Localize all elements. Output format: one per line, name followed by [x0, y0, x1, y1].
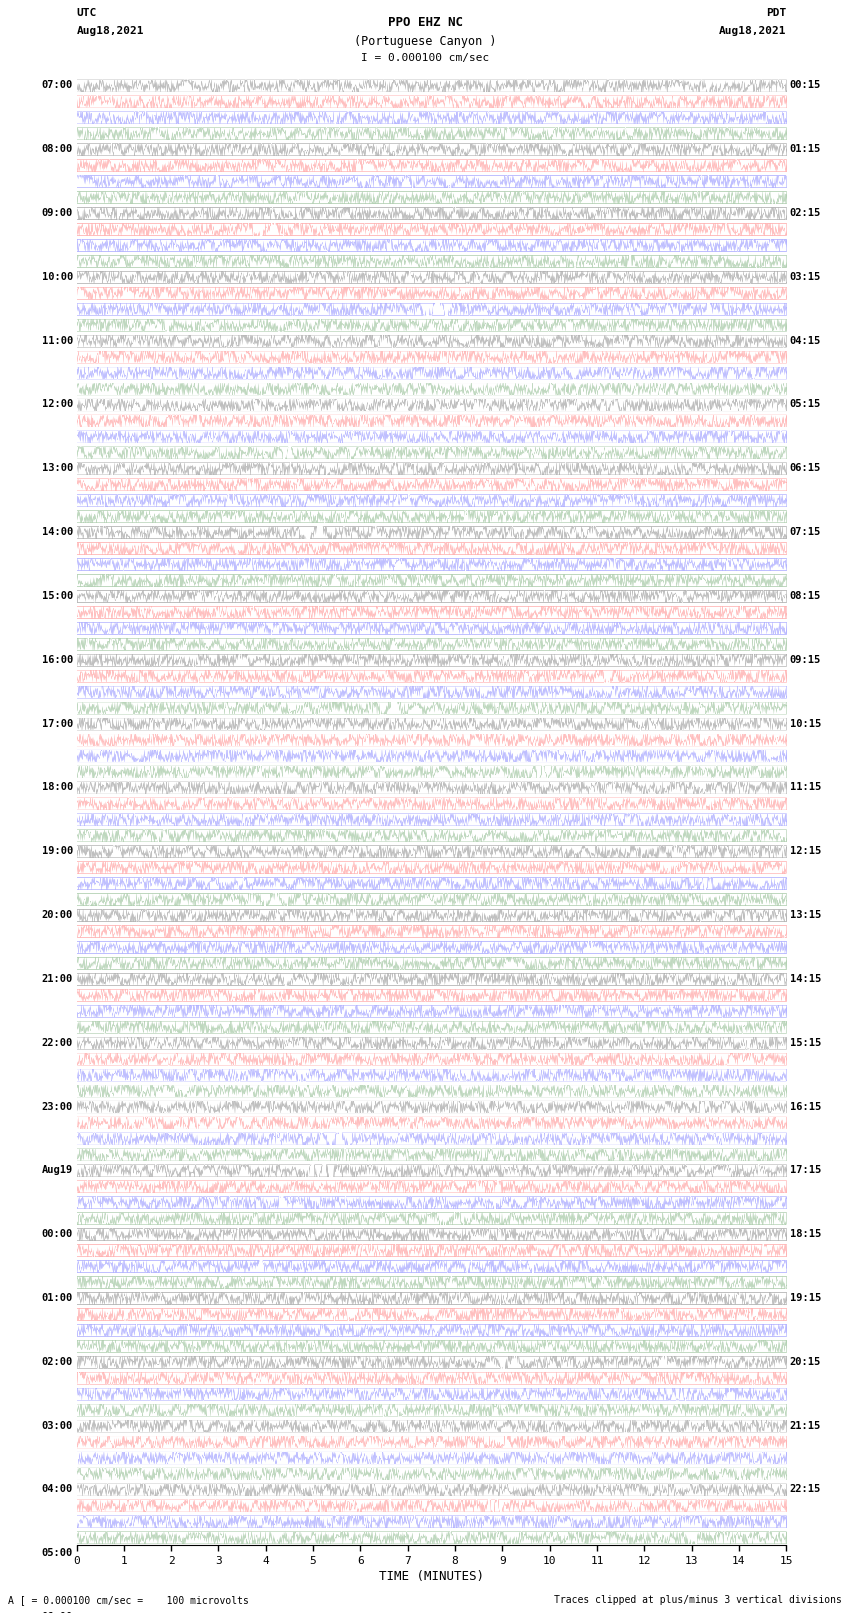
Text: 22:15: 22:15	[790, 1484, 821, 1494]
Text: 14:00: 14:00	[42, 527, 73, 537]
Text: 01:00: 01:00	[42, 1294, 73, 1303]
Text: 22:00: 22:00	[42, 1037, 73, 1048]
Text: 13:15: 13:15	[790, 910, 821, 919]
Text: 06:15: 06:15	[790, 463, 821, 473]
Text: 09:15: 09:15	[790, 655, 821, 665]
Text: Aug18,2021: Aug18,2021	[76, 26, 144, 35]
Text: 09:00: 09:00	[42, 208, 73, 218]
Text: 17:15: 17:15	[790, 1165, 821, 1176]
Text: Aug19: Aug19	[42, 1165, 73, 1176]
Text: Traces clipped at plus/minus 3 vertical divisions: Traces clipped at plus/minus 3 vertical …	[553, 1595, 842, 1605]
Text: Aug18,2021: Aug18,2021	[719, 26, 786, 35]
Text: 03:00: 03:00	[42, 1421, 73, 1431]
Text: 00:15: 00:15	[790, 81, 821, 90]
Text: 19:00: 19:00	[42, 847, 73, 857]
Text: 02:15: 02:15	[790, 208, 821, 218]
Text: 18:15: 18:15	[790, 1229, 821, 1239]
Text: I = 0.000100 cm/sec: I = 0.000100 cm/sec	[361, 53, 489, 63]
Text: 03:15: 03:15	[790, 273, 821, 282]
Text: 07:00: 07:00	[42, 81, 73, 90]
Text: 01:15: 01:15	[790, 144, 821, 155]
Text: 21:15: 21:15	[790, 1421, 821, 1431]
Text: 20:15: 20:15	[790, 1357, 821, 1366]
Text: 00:00: 00:00	[42, 1229, 73, 1239]
Text: 08:15: 08:15	[790, 590, 821, 602]
Text: 15:15: 15:15	[790, 1037, 821, 1048]
Text: UTC: UTC	[76, 8, 97, 18]
Text: 11:15: 11:15	[790, 782, 821, 792]
Text: 12:00: 12:00	[42, 400, 73, 410]
Text: 07:15: 07:15	[790, 527, 821, 537]
Text: 21:00: 21:00	[42, 974, 73, 984]
Text: 15:00: 15:00	[42, 590, 73, 602]
Text: 14:15: 14:15	[790, 974, 821, 984]
Text: 23:00: 23:00	[42, 1102, 73, 1111]
Text: 17:00: 17:00	[42, 718, 73, 729]
Text: 11:00: 11:00	[42, 336, 73, 345]
Text: 05:15: 05:15	[790, 400, 821, 410]
Text: 10:00: 10:00	[42, 273, 73, 282]
Text: 05:00: 05:00	[42, 1548, 73, 1558]
Text: 20:00: 20:00	[42, 910, 73, 919]
Text: 12:15: 12:15	[790, 847, 821, 857]
Text: A [ = 0.000100 cm/sec =    100 microvolts: A [ = 0.000100 cm/sec = 100 microvolts	[8, 1595, 249, 1605]
Text: 08:00: 08:00	[42, 144, 73, 155]
Text: 16:00: 16:00	[42, 655, 73, 665]
Text: 13:00: 13:00	[42, 463, 73, 473]
X-axis label: TIME (MINUTES): TIME (MINUTES)	[379, 1569, 484, 1582]
Text: PPO EHZ NC: PPO EHZ NC	[388, 16, 462, 29]
Text: 16:15: 16:15	[790, 1102, 821, 1111]
Text: PDT: PDT	[766, 8, 786, 18]
Text: 04:15: 04:15	[790, 336, 821, 345]
Text: 18:00: 18:00	[42, 782, 73, 792]
Text: 02:00: 02:00	[42, 1357, 73, 1366]
Text: (Portuguese Canyon ): (Portuguese Canyon )	[354, 35, 496, 48]
Text: 04:00: 04:00	[42, 1484, 73, 1494]
Text: 10:15: 10:15	[790, 718, 821, 729]
Text: 19:15: 19:15	[790, 1294, 821, 1303]
